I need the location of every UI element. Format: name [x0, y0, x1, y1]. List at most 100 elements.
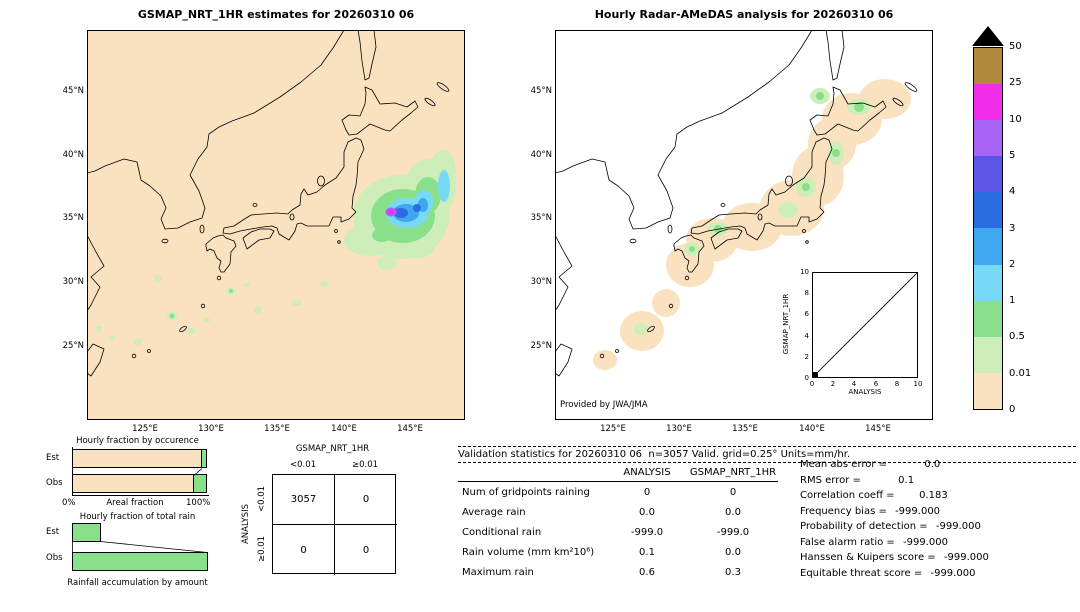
- contingency-cell: 3057: [273, 475, 335, 525]
- inset-x-tick: 4: [851, 380, 857, 388]
- lon-tick-label: 135°E: [732, 424, 758, 434]
- lat-tick-label: 45°N: [530, 86, 552, 96]
- colorbar: [973, 47, 1003, 410]
- colorbar-label: 5: [1009, 150, 1016, 161]
- lat-tick-label: 25°N: [530, 341, 552, 351]
- inset-y-tick: 4: [804, 332, 809, 340]
- stats-value-gsmap: 0.0: [725, 507, 741, 518]
- colorbar-overflow-arrow: [972, 26, 1004, 46]
- lon-tick-label: 140°E: [799, 424, 825, 434]
- row-label-obs: Obs: [46, 553, 63, 563]
- lon-tick-label: 140°E: [331, 424, 357, 434]
- colorbar-label: 3: [1009, 223, 1016, 234]
- stats-value-gsmap: 0: [729, 487, 737, 498]
- colorbar-segment: [974, 156, 1002, 193]
- totalrain-chart-title: Hourly fraction of total rain: [79, 512, 196, 522]
- stats-value-analysis: 0.1: [639, 547, 655, 558]
- scatter-inset-canvas: [812, 272, 918, 378]
- occurrence-bar-obs: [72, 474, 207, 493]
- occurrence-bar-obs-rain-segment: [193, 475, 206, 492]
- lat-tick-label: 40°N: [62, 150, 84, 160]
- lon-tick-label: 125°E: [600, 424, 626, 434]
- metric-line: Mean abs error = 0.0: [800, 459, 1078, 471]
- lon-tick-label: 135°E: [264, 424, 290, 434]
- inset-x-tick: 10: [913, 380, 923, 388]
- metric-label: RMS error =: [800, 475, 865, 486]
- lat-tick-label: 25°N: [62, 341, 84, 351]
- stats-row-label: Num of gridpoints raining: [462, 487, 590, 498]
- lon-tick-label: 145°E: [397, 424, 423, 434]
- stats-value-gsmap: -999.0: [716, 527, 750, 538]
- metric-line: False alarm ratio = -999.000: [800, 537, 1078, 549]
- metric-label: Probability of detection =: [800, 521, 931, 532]
- metric-label: False alarm ratio =: [800, 537, 898, 548]
- occurrence-bar-est-rain-segment: [201, 450, 206, 467]
- colorbar-segment: [974, 336, 1002, 373]
- gsmap-map-canvas: [87, 30, 465, 420]
- contingency-col-label: <0.01: [289, 460, 317, 470]
- stats-value-analysis: 0.0: [639, 507, 655, 518]
- totalrain-chart-footer: Rainfall accumulation by amount: [67, 578, 208, 588]
- occurrence-x-axis: [72, 495, 209, 496]
- metric-label: Mean abs error =: [800, 459, 891, 470]
- colorbar-segment: [974, 264, 1002, 301]
- metric-value: 0.1: [898, 475, 915, 486]
- inset-y-label: GSMAP_NRT_1HR: [782, 293, 790, 355]
- contingency-cell: 0: [335, 475, 397, 525]
- colorbar-segment: [974, 228, 1002, 265]
- colorbar-segment: [974, 120, 1002, 157]
- stats-value-gsmap: 0.3: [725, 567, 741, 578]
- lat-tick-label: 35°N: [530, 213, 552, 223]
- map-border: [87, 30, 465, 420]
- axis-label-0pct: 0%: [62, 498, 76, 508]
- lat-tick-label: 30°N: [530, 277, 552, 287]
- contingency-row-label: <0.01: [257, 485, 267, 513]
- metric-label: Frequency bias =: [800, 506, 891, 517]
- occurrence-chart-title: Hourly fraction by occurence: [76, 436, 199, 446]
- map-border: [555, 30, 933, 420]
- radar-map-canvas: [555, 30, 933, 420]
- contingency-cell: 0: [362, 544, 370, 556]
- occurrence-bar-est: [72, 449, 207, 468]
- metric-line: Equitable threat score = -999.000: [800, 568, 1078, 580]
- colorbar-segment: [974, 372, 1002, 409]
- totalrain-bar-obs: [72, 552, 208, 571]
- colorbar-label: 0.5: [1009, 331, 1025, 342]
- totalrain-bar-est: [72, 523, 101, 542]
- metric-label: Equitable threat score =: [800, 568, 926, 579]
- metric-line: Probability of detection = -999.000: [800, 521, 1078, 533]
- divider: [458, 446, 1076, 447]
- colorbar-label: 1: [1009, 295, 1016, 306]
- inset-x-tick: 8: [894, 380, 900, 388]
- row-label-obs: Obs: [46, 478, 63, 488]
- occurrence-connector: [193, 468, 203, 476]
- metric-label: Hanssen & Kuipers score =: [800, 552, 939, 563]
- right-map-title: Hourly Radar-AMeDAS analysis for 2026031…: [594, 8, 894, 21]
- inset-y-tick: 0: [804, 374, 809, 382]
- gsmap-precip-layer: [96, 150, 456, 345]
- contingency-cell: 0: [273, 525, 335, 575]
- metric-value: 0.183: [919, 490, 948, 501]
- areal-fraction-label: Areal fraction: [106, 498, 164, 508]
- contingency-col-group: GSMAP_NRT_1HR: [295, 444, 370, 454]
- metric-value: 0.0: [924, 459, 941, 470]
- inset-y-tick: 6: [804, 310, 809, 318]
- stats-row-label: Rain volume (mm km²10⁶): [462, 547, 595, 558]
- metric-line: Hanssen & Kuipers score = -999.000: [800, 552, 1078, 564]
- colorbar-label: 10: [1009, 114, 1022, 125]
- stats-row-label: Conditional rain: [462, 527, 542, 538]
- colorbar-label: 0: [1009, 404, 1016, 415]
- colorbar-label: 4: [1009, 186, 1016, 197]
- stats-col-header-analysis: ANALYSIS: [623, 467, 671, 478]
- lat-tick-label: 30°N: [62, 277, 84, 287]
- inset-x-tick: 6: [873, 380, 879, 388]
- row-label-est: Est: [46, 453, 60, 463]
- divider: [458, 462, 1076, 463]
- colorbar-label: 50: [1009, 41, 1022, 52]
- inset-x-tick: 2: [830, 380, 836, 388]
- colorbar-segment: [974, 192, 1002, 229]
- radar-precip-layer: [634, 88, 871, 335]
- metric-label: Correlation coeff =: [800, 490, 898, 501]
- left-map-title: GSMAP_NRT_1HR estimates for 20260310 06: [137, 8, 415, 21]
